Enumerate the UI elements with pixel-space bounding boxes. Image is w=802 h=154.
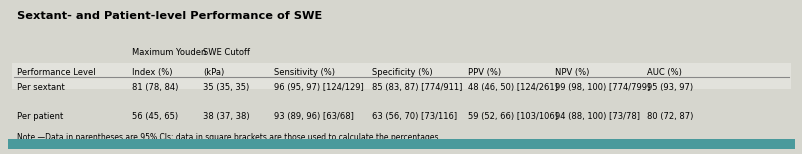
Text: Sensitivity (%): Sensitivity (%)	[273, 68, 334, 77]
Text: 81 (78, 84): 81 (78, 84)	[132, 83, 179, 92]
Text: Note.—Data in parentheses are 95% CIs; data in square brackets are those used to: Note.—Data in parentheses are 95% CIs; d…	[18, 133, 441, 142]
Text: 99 (98, 100) [774/799]: 99 (98, 100) [774/799]	[554, 83, 650, 92]
Text: 96 (95, 97) [124/129]: 96 (95, 97) [124/129]	[273, 83, 363, 92]
FancyBboxPatch shape	[8, 139, 794, 149]
Text: Maximum Youden: Maximum Youden	[132, 48, 206, 57]
Text: 56 (45, 65): 56 (45, 65)	[132, 112, 178, 122]
Text: Specificity (%): Specificity (%)	[372, 68, 432, 77]
Text: Per sextant: Per sextant	[18, 83, 65, 92]
Text: Sextant- and Patient-level Performance of SWE: Sextant- and Patient-level Performance o…	[18, 11, 322, 21]
Text: 80 (72, 87): 80 (72, 87)	[646, 112, 693, 122]
Text: 93 (89, 96) [63/68]: 93 (89, 96) [63/68]	[273, 112, 354, 122]
Text: 35 (35, 35): 35 (35, 35)	[203, 83, 249, 92]
Text: Index (%): Index (%)	[132, 68, 172, 77]
Text: 59 (52, 66) [103/106]: 59 (52, 66) [103/106]	[468, 112, 557, 122]
Text: Per patient: Per patient	[18, 112, 63, 122]
Text: (kPa): (kPa)	[203, 68, 225, 77]
FancyBboxPatch shape	[12, 63, 790, 89]
Text: 95 (93, 97): 95 (93, 97)	[646, 83, 692, 92]
Text: PPV (%): PPV (%)	[468, 68, 501, 77]
Text: 48 (46, 50) [124/261]: 48 (46, 50) [124/261]	[468, 83, 557, 92]
Text: 85 (83, 87) [774/911]: 85 (83, 87) [774/911]	[372, 83, 462, 92]
Text: SWE Cutoff: SWE Cutoff	[203, 48, 250, 57]
Text: AUC (%): AUC (%)	[646, 68, 681, 77]
Text: NPV (%): NPV (%)	[554, 68, 589, 77]
Text: 38 (37, 38): 38 (37, 38)	[203, 112, 249, 122]
Text: 63 (56, 70) [73/116]: 63 (56, 70) [73/116]	[372, 112, 457, 122]
Text: 94 (88, 100) [73/78]: 94 (88, 100) [73/78]	[554, 112, 639, 122]
Text: Performance Level: Performance Level	[18, 68, 96, 77]
